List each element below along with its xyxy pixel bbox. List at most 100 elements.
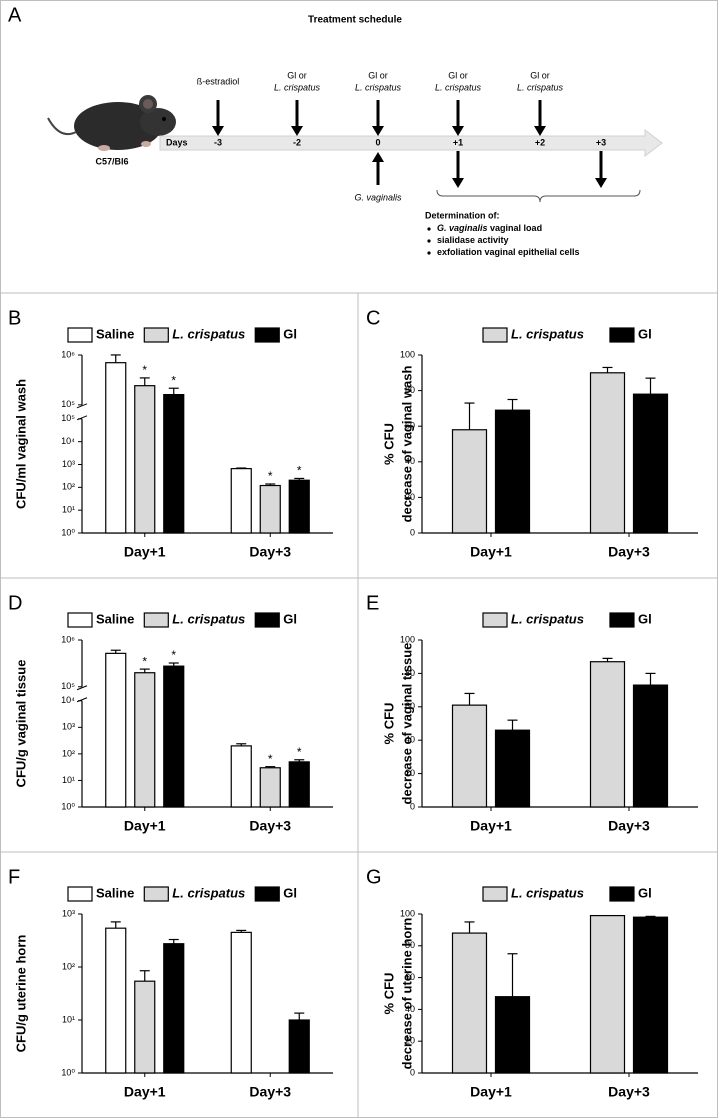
bar [451,932,488,1074]
x-tick-label: Day+3 [608,818,650,834]
y-tick-label: 10² [62,748,75,758]
y-axis-label: decrease of vaginal tissue [399,643,414,805]
schedule-title: Treatment schedule [308,15,402,26]
bar [134,385,156,534]
x-tick-label: Day+1 [124,818,166,834]
bar [134,980,156,1074]
significance-mark: * [171,648,176,662]
bar [589,914,626,1074]
y-tick-label: 10⁰ [61,1067,75,1077]
legend-swatch [67,327,93,343]
legend-swatch [609,886,635,902]
mouse-icon [47,95,176,151]
legend-label: Gl [638,885,652,900]
determination-item: sialidase activity [437,235,509,245]
determination-item: exfoliation vaginal epithelial cells [437,247,580,257]
y-tick-label: 60 [405,972,415,982]
bar [134,672,156,808]
bullet [427,227,431,231]
y-tick-label: 0 [410,1067,415,1077]
legend-swatch [482,327,508,343]
bar [288,1019,310,1074]
days-label: Days [166,137,188,147]
bar [105,652,127,808]
y-tick-label: 60 [405,421,415,431]
axis-break [76,685,88,691]
legend-label: L. crispatus [511,326,584,341]
significance-mark: * [171,373,176,387]
bar [494,996,531,1074]
legend-swatch [482,886,508,902]
arrow-head [595,178,607,188]
arrow-head [452,126,464,136]
x-tick-label: Day+1 [470,1084,512,1100]
legend-label: L. crispatus [511,611,584,626]
y-tick-label: 10⁴ [61,695,75,705]
y-tick-label: 100 [400,349,415,359]
legend-swatch [143,886,169,902]
legend-label: Saline [96,326,134,341]
bar [105,362,127,534]
legend-swatch [143,612,169,628]
arrow-head [291,126,303,136]
schedule: A Treatment schedule C57/Bl6 Days -3 -2 0 +… [8,4,663,257]
y-tick-label: 40 [405,735,415,745]
panel-label: B [8,307,21,329]
legend-label: Gl [283,885,297,900]
y-axis-label: CFU/ml vaginal wash [13,379,28,509]
y-tick-label: 10⁵ [61,399,75,409]
significance-mark: * [297,464,302,478]
treatment-label: L. crispatus [274,82,321,92]
legend-label: Gl [638,611,652,626]
y-tick-label: 100 [400,634,415,644]
item-text: vaginal load [490,223,542,233]
x-tick-label: Day+3 [608,1084,650,1100]
significance-mark: * [268,469,273,483]
panel-label: F [8,866,20,888]
legend-label: L. crispatus [172,885,245,900]
treatment-label: L. crispatus [435,82,482,92]
legend-label: L. crispatus [172,611,245,626]
day-label: -2 [293,137,301,147]
y-tick-label: 80 [405,385,415,395]
significance-mark: * [142,363,147,377]
treatment-label: Gl or [287,70,307,80]
y-axis-label: % CFU [381,423,396,465]
bar [589,661,626,808]
bar [163,665,185,808]
x-tick-label: Day+3 [249,818,291,834]
day-label: +1 [453,137,463,147]
bar [451,429,488,534]
significance-mark: * [142,654,147,668]
item-emphasis: G. vaginalis [437,223,488,233]
y-axis-label: CFU/g vaginal tissue [13,660,28,788]
day-label: -3 [214,137,222,147]
legend-swatch [254,886,280,902]
bullet [427,239,431,243]
chart-panel: D CFU/g vaginal tissue 10⁰ 10¹ 10² 10³ 10⁴ 10⁵ 1… [8,592,333,834]
bar [632,393,669,534]
y-tick-label: 10³ [62,722,75,732]
y-axis-label: decrease of uterine horn [399,918,414,1070]
legend-label: L. crispatus [511,885,584,900]
treatment-label: Gl or [530,70,550,80]
bar [288,479,310,534]
y-tick-label: 60 [405,701,415,711]
x-tick-label: Day+3 [608,544,650,560]
bar [632,916,669,1074]
bullet [427,251,431,255]
day-label: +2 [535,137,545,147]
y-tick-label: 10³ [62,908,75,918]
arrow-head [372,126,384,136]
panel-label: G [366,866,382,888]
y-tick-label: 20 [405,492,415,502]
bar [259,767,281,808]
timeline [159,128,663,158]
bar [230,931,252,1074]
bar [230,468,252,534]
legend-swatch [254,612,280,628]
y-tick-label: 0 [410,527,415,537]
chart-panel: F CFU/g uterine horn 10⁰ 10¹ 10² 10³ Saline L. … [8,866,333,1100]
y-tick-label: 10³ [62,459,75,469]
